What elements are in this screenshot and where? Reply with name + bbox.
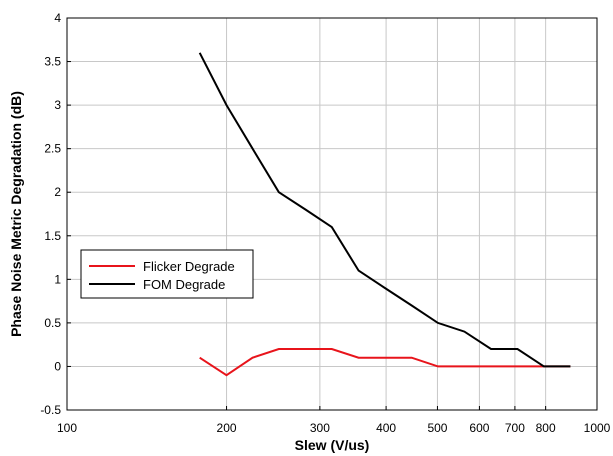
- x-tick-label: 300: [310, 421, 330, 435]
- grid: [66, 17, 598, 411]
- legend-label: FOM Degrade: [143, 277, 225, 292]
- x-axis-ticks: 100 200 300 400 500 600 700 800 1000: [57, 406, 611, 435]
- legend-box: [80, 249, 254, 299]
- y-tick-label: 4: [54, 11, 61, 25]
- y-axis-title: Phase Noise Metric Degradation (dB): [8, 91, 24, 337]
- y-axis-ticks: -0.5 0 0.5 1 1.5 2 2.5 3 3.5 4: [40, 11, 71, 417]
- y-tick-label: -0.5: [40, 403, 61, 417]
- y-tick-label: 2.5: [44, 142, 61, 156]
- x-tick-label: 700: [505, 421, 525, 435]
- y-tick-label: 2: [54, 185, 61, 199]
- y-tick-label: 3.5: [44, 55, 61, 69]
- y-tick-label: 0: [54, 359, 61, 373]
- y-tick-label: 1.5: [44, 229, 61, 243]
- x-tick-label: 1000: [584, 421, 611, 435]
- plot-frame: [66, 17, 598, 411]
- legend: Flicker Degrade FOM Degrade: [80, 249, 254, 299]
- x-tick-label: 800: [536, 421, 556, 435]
- x-tick-label: 600: [469, 421, 489, 435]
- y-tick-label: 3: [54, 98, 61, 112]
- series-line-fom-degrade: [198, 52, 571, 368]
- y-tick-label: 0.5: [44, 316, 61, 330]
- x-tick-label: 200: [217, 421, 237, 435]
- legend-label: Flicker Degrade: [143, 259, 235, 274]
- series-line-flicker-degrade: [199, 348, 571, 377]
- y-tick-label: 1: [54, 272, 61, 286]
- x-tick-label: 100: [57, 421, 77, 435]
- series-layer: [198, 52, 571, 377]
- x-tick-label: 400: [376, 421, 396, 435]
- x-axis-title: Slew (V/us): [295, 437, 370, 453]
- x-tick-label: 500: [427, 421, 447, 435]
